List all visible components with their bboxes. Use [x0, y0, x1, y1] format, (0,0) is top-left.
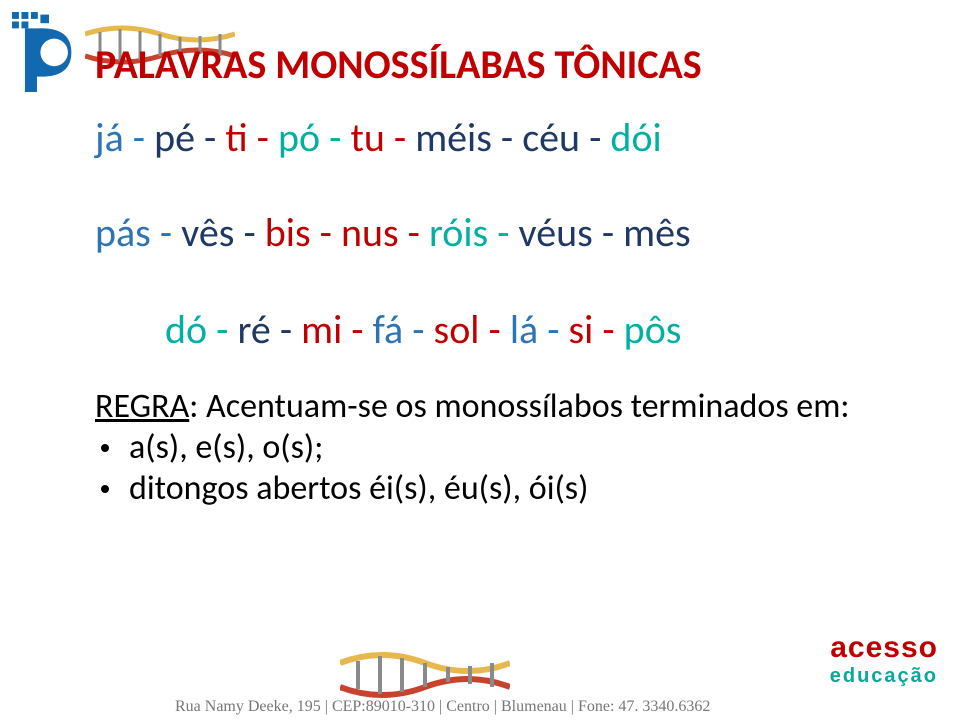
separator: -	[342, 305, 372, 354]
separator: -	[124, 113, 154, 162]
bullet-1: a(s), e(s), o(s);	[95, 427, 900, 468]
separator: -	[479, 305, 509, 354]
syllable-row-1: já - pé - ti - pó - tu - méis - céu - dó…	[95, 113, 900, 162]
syllable: ré	[237, 305, 270, 354]
separator: -	[580, 113, 610, 162]
syllable: pé	[154, 113, 195, 162]
syllable: pás	[95, 208, 151, 257]
bullet-1-text: a(s), e(s), o(s);	[129, 427, 323, 468]
syllable: sol	[434, 305, 480, 354]
brand-name-1: acesso	[830, 631, 938, 664]
footer-address: Rua Namy Deeke, 195 | CEP:89010-310 | Ce…	[175, 698, 710, 716]
syllable: dó	[165, 305, 207, 354]
syllable: méis	[415, 113, 492, 162]
bullet-2: ditongos abertos éi(s), éu(s), ói(s)	[95, 468, 900, 509]
syllable: dói	[610, 113, 661, 162]
brand-logo: acesso educação	[830, 631, 938, 688]
syllable: róis	[429, 208, 488, 257]
syllable: já	[95, 113, 124, 162]
rule-line: REGRA: Acentuam-se os monossílabos termi…	[95, 386, 900, 427]
separator: -	[488, 208, 518, 257]
bullet-dot-icon	[101, 485, 109, 493]
syllable: ti	[225, 113, 247, 162]
separator: -	[538, 305, 568, 354]
bullet-dot-icon	[101, 444, 109, 452]
syllable: vês	[181, 208, 234, 257]
slide-title: PALAVRAS MONOSSÍLABAS TÔNICAS	[95, 40, 900, 89]
syllable-row-2: pás - vês - bis - nus - róis - véus - mê…	[95, 208, 900, 257]
separator: -	[311, 208, 341, 257]
syllable: tu	[350, 113, 384, 162]
bullet-2-text: ditongos abertos éi(s), éu(s), ói(s)	[129, 468, 588, 509]
separator: -	[234, 208, 264, 257]
syllable: fá	[373, 305, 404, 354]
syllable: véus	[519, 208, 593, 257]
syllable: si	[569, 305, 594, 354]
syllable: pó	[278, 113, 320, 162]
syllable: pôs	[624, 305, 682, 354]
separator: -	[593, 208, 623, 257]
separator: -	[195, 113, 225, 162]
separator: -	[207, 305, 237, 354]
separator: -	[593, 305, 623, 354]
syllable: lá	[510, 305, 538, 354]
separator: -	[271, 305, 301, 354]
separator: -	[399, 208, 429, 257]
separator: -	[248, 113, 278, 162]
separator: -	[492, 113, 522, 162]
syllable-row-3: dó - ré - mi - fá - sol - lá - si - pôs	[95, 305, 900, 354]
syllable: céu	[522, 113, 580, 162]
separator: -	[320, 113, 350, 162]
syllable: mi	[301, 305, 342, 354]
rule-text: : Acentuam-se os monossílabos terminados…	[189, 386, 849, 427]
rule-label: REGRA	[95, 386, 189, 427]
syllable: bis	[265, 208, 311, 257]
separator: -	[385, 113, 415, 162]
syllable: mês	[623, 208, 691, 257]
top-left-logo	[6, 6, 96, 96]
syllable: nus	[341, 208, 399, 257]
separator: -	[403, 305, 433, 354]
separator: -	[151, 208, 181, 257]
brand-name-2: educação	[830, 665, 938, 687]
slide-content: PALAVRAS MONOSSÍLABAS TÔNICAS já - pé - …	[95, 40, 900, 509]
